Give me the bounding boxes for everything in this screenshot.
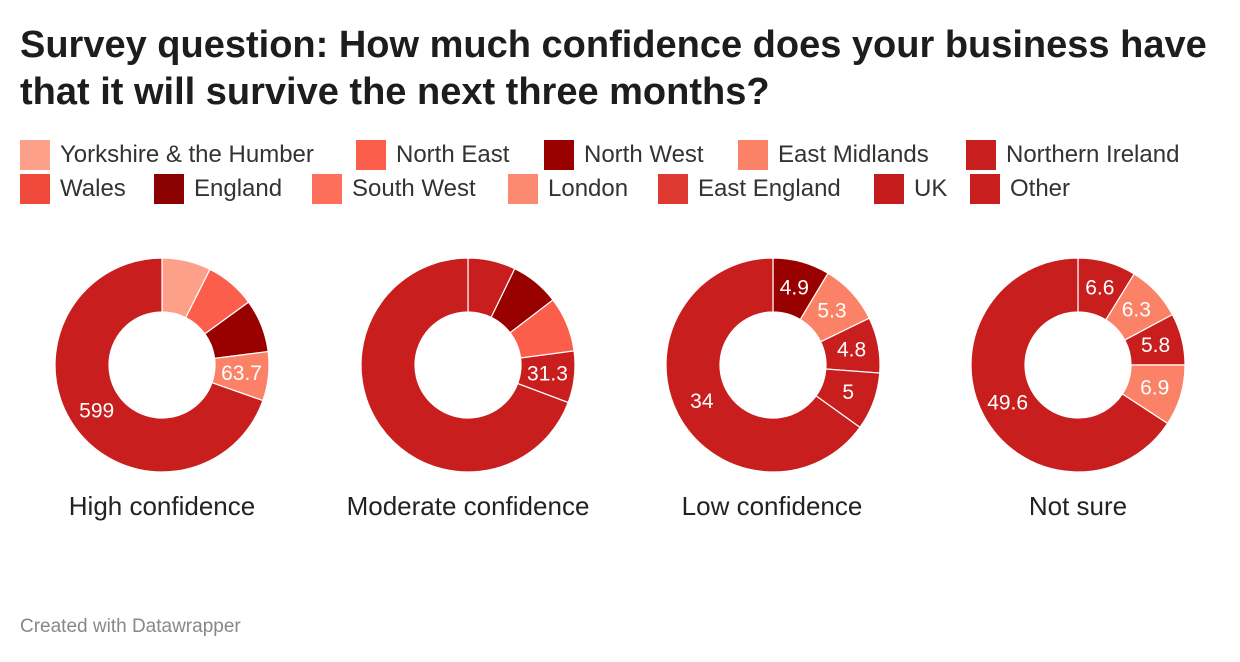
donut-slice [665,257,861,473]
slice-value-label: 6.9 [1140,376,1169,399]
donut-caption: High confidence [68,491,256,521]
slice-value-label: 31.3 [527,363,568,386]
legend-swatch [544,140,574,170]
legend-swatch [154,174,184,204]
legend-item: London [508,172,628,206]
legend-item: Wales [20,172,126,206]
donut-slice [54,257,264,473]
legend: Yorkshire & the Humber North East North … [20,138,1230,206]
legend-item: England [154,172,282,206]
donut-caption: Low confidence [681,491,863,521]
donut-charts: 63.7 599 31.3 4.9 5.3 4.8 5 34 6.6 6.3 5.8 6.9 49.6 [54,257,1186,473]
slice-value-label: 6.6 [1085,277,1114,300]
slice-value-label: 34 [690,390,714,413]
legend-item: Yorkshire & the Humber [20,138,314,172]
legend-swatch [20,140,50,170]
legend-item: North East [356,138,509,172]
donut-caption: Not sure [1028,491,1128,521]
legend-label: UK [914,175,948,202]
legend-swatch [658,174,688,204]
donut-caption: Moderate confidence [346,491,590,521]
chart-title: Survey question: How much confidence doe… [20,24,1207,113]
footer-credit: Created with Datawrapper [20,616,241,637]
legend-label: Yorkshire & the Humber [60,141,314,168]
legend-label: North West [584,141,704,168]
legend-label: London [548,175,629,202]
legend-label: South West [352,175,476,202]
legend-swatch [356,140,386,170]
slice-value-label: 6.3 [1122,299,1151,322]
legend-row-1: Yorkshire & the Humber North East North … [20,138,1230,172]
legend-label: East Midlands [778,141,929,168]
slice-value-label: 63.7 [221,362,262,385]
legend-swatch [312,174,342,204]
legend-item: North West [544,138,704,172]
legend-item: East England [658,172,841,206]
slice-value-label: 4.9 [780,276,809,299]
legend-item: East Midlands [738,138,929,172]
legend-item: Other [970,172,1070,206]
legend-label: Other [1010,175,1071,202]
legend-item: Northern Ireland [966,138,1179,172]
legend-swatch [508,174,538,204]
donut-slice [360,257,569,473]
legend-label: England [194,175,283,202]
legend-item: UK [874,172,947,206]
legend-swatch [874,174,904,204]
donut-slice [970,257,1169,473]
slice-value-label: 4.8 [837,339,866,362]
legend-label: East England [698,175,841,202]
legend-label: Wales [60,175,126,202]
slice-value-label: 49.6 [987,392,1028,415]
legend-label: North East [396,141,510,168]
slice-value-label: 5.8 [1141,334,1170,357]
legend-swatch [738,140,768,170]
legend-label: Northern Ireland [1006,141,1180,168]
legend-swatch [966,140,996,170]
slice-value-label: 5.3 [817,299,846,322]
legend-swatch [20,174,50,204]
legend-item: South West [312,172,476,206]
slice-value-label: 5 [842,381,854,404]
legend-swatch [970,174,1000,204]
slice-value-label: 599 [79,400,114,423]
legend-row-2: Wales England South West London East Eng… [20,172,1230,206]
